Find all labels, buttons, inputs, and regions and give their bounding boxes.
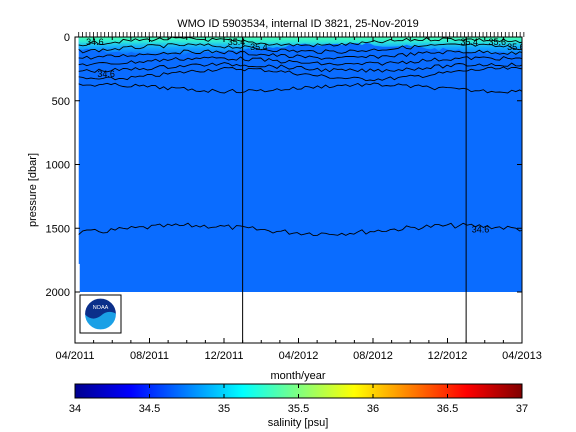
x-tick-label: 12/2012 (428, 350, 468, 362)
contour-line (78, 56, 522, 67)
colorbar-tick-label: 34 (69, 403, 81, 415)
colorbar-tick-labels: 34 34.5 35 35.5 36 36.5 37 (69, 403, 528, 415)
colorbar-tick-label: 35.5 (288, 403, 309, 415)
x-tick-label: 08/2012 (353, 350, 393, 362)
x-tick-label: 04/2011 (56, 350, 95, 362)
contour-line (78, 62, 522, 73)
y-tick-label: 1000 (46, 160, 70, 172)
colorbar-ticks (74, 384, 523, 398)
contour-line (78, 222, 522, 237)
colorbar-tick-label: 36.5 (437, 403, 458, 415)
chart-title: WMO ID 5903534, internal ID 3821, 25-Nov… (177, 18, 419, 30)
noaa-logo-text: NOAA (93, 305, 109, 311)
x-axis-label: month/year (270, 370, 325, 382)
y-tick-label: 500 (52, 96, 70, 108)
x-axis-ticks (74, 32, 525, 343)
contour-line (78, 49, 522, 60)
y-axis-label: pressure [dbar] (27, 153, 39, 227)
deep-salinity-field (78, 37, 522, 292)
colorbar-tick-label: 34.5 (139, 403, 160, 415)
contour-line (78, 82, 522, 94)
contour-labels: 34.6 35.4 35.4 35.4 35.635.6 34.6 34.6 (86, 37, 525, 235)
contour-label: 34.6 (97, 69, 115, 79)
contour-label: 35.6 (488, 37, 506, 47)
noaa-logo: NOAA (79, 294, 122, 334)
contour-label: 35.6 (507, 42, 525, 52)
colorbar-tick-label: 37 (516, 403, 528, 415)
year-boundary-lines (242, 37, 467, 343)
contour-label: 35.4 (228, 37, 246, 47)
contour-label: 35.4 (250, 42, 268, 52)
missing-data-patch (76, 263, 80, 292)
x-tick-label: 12/2011 (205, 350, 244, 362)
colorbar-tick-label: 36 (367, 403, 379, 415)
y-axis-tick-labels: 0 500 1000 1500 2000 (46, 32, 70, 299)
contour-line (78, 66, 522, 82)
x-tick-label: 04/2013 (502, 350, 542, 362)
x-axis-tick-labels: 04/2011 08/2011 12/2011 04/2012 08/2012 12/20… (56, 350, 542, 362)
y-tick-label: 1500 (46, 223, 70, 235)
contour-line (78, 43, 522, 54)
contour-label: 35.4 (461, 37, 479, 47)
x-tick-label: 04/2012 (279, 350, 319, 362)
y-tick-label: 2000 (46, 287, 70, 299)
colorbar-tick-label: 35 (218, 403, 230, 415)
contour-label: 34.6 (86, 37, 104, 47)
contour-label: 34.6 (472, 225, 490, 235)
colorbar-label: salinity [psu] (268, 417, 329, 429)
x-tick-label: 08/2011 (130, 350, 169, 362)
y-tick-label: 0 (64, 32, 70, 44)
contour-lines (78, 37, 522, 237)
contour-line (78, 37, 522, 48)
y-axis-ticks (75, 36, 522, 293)
